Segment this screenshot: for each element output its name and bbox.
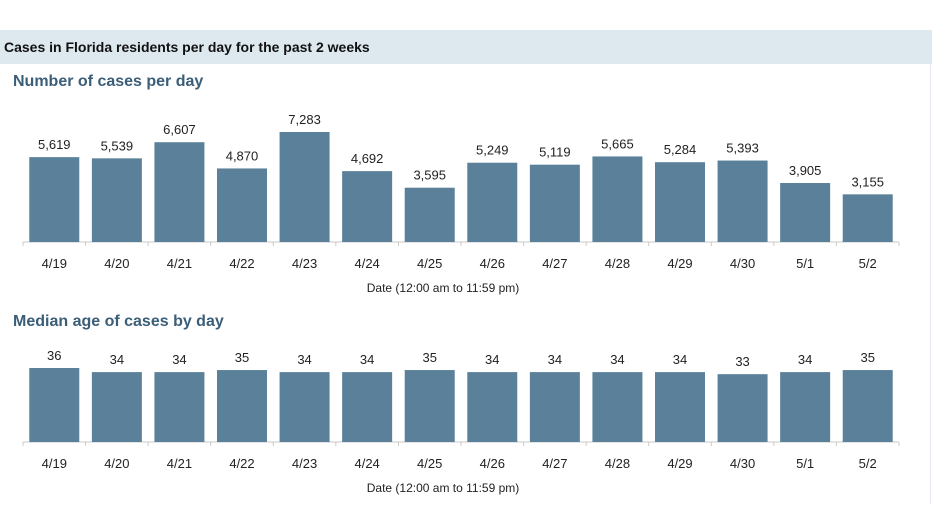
- x-tick-label: 4/24: [354, 256, 379, 271]
- bar-value-label: 35: [235, 350, 249, 365]
- bar-value-label: 34: [485, 352, 499, 367]
- median-age-chart: 36 4/19 34 4/20 34 4/21 35 4/22 34 4/23 34 4/24 35 4/…: [22, 348, 900, 495]
- bar: [217, 168, 267, 242]
- x-tick-label: 4/24: [354, 456, 379, 471]
- bar: [91, 158, 142, 242]
- x-tick-label: 5/1: [796, 456, 814, 471]
- bar: [217, 370, 267, 442]
- bar: [404, 187, 455, 242]
- x-tick-label: 4/23: [292, 256, 317, 271]
- bar-value-label: 5,619: [38, 137, 71, 152]
- x-tick-label: 4/27: [542, 256, 567, 271]
- bar: [717, 160, 768, 242]
- x-tick-label: 4/29: [667, 456, 692, 471]
- bar: [154, 142, 205, 242]
- bar: [780, 183, 831, 242]
- page-title: Cases in Florida residents per day for t…: [4, 39, 370, 55]
- x-tick-label: 4/21: [167, 456, 192, 471]
- bar: [342, 372, 393, 442]
- bar-value-label: 34: [610, 352, 624, 367]
- bar-value-label: 5,284: [664, 142, 697, 157]
- bar-value-label: 5,665: [601, 136, 634, 151]
- x-tick-label: 4/19: [42, 256, 67, 271]
- bar-value-label: 5,119: [539, 145, 571, 160]
- bar: [279, 372, 330, 442]
- x-tick-label: 5/1: [796, 256, 814, 271]
- x-tick-label: 5/2: [859, 256, 877, 271]
- x-tick-label: 4/29: [667, 256, 692, 271]
- bar: [592, 372, 643, 442]
- bar-value-label: 3,155: [851, 174, 884, 189]
- median-age-chart-title: Median age of cases by day: [13, 313, 224, 330]
- bar: [154, 372, 205, 442]
- x-axis-title: Date (12:00 am to 11:59 pm): [367, 481, 520, 495]
- x-tick-label: 4/26: [480, 456, 505, 471]
- x-tick-label: 4/30: [730, 456, 755, 471]
- x-tick-label: 4/25: [417, 256, 442, 271]
- bar: [404, 370, 455, 442]
- x-tick-label: 4/21: [167, 256, 192, 271]
- bar-value-label: 34: [548, 352, 562, 367]
- x-tick-label: 4/22: [229, 256, 254, 271]
- x-tick-label: 4/25: [417, 456, 442, 471]
- bar-value-label: 6,607: [163, 122, 196, 137]
- x-tick-label: 4/20: [104, 456, 129, 471]
- bar-value-label: 5,249: [476, 143, 509, 158]
- bar: [780, 372, 831, 442]
- bar: [29, 368, 80, 442]
- x-tick-label: 4/30: [730, 256, 755, 271]
- x-tick-label: 4/28: [605, 256, 630, 271]
- bar: [29, 157, 80, 242]
- bar-value-label: 3,595: [413, 168, 446, 183]
- bar: [467, 162, 518, 242]
- bar: [342, 171, 393, 242]
- bar-value-label: 34: [110, 352, 124, 367]
- x-axis-title: Date (12:00 am to 11:59 pm): [367, 281, 520, 295]
- bar-value-label: 4,870: [226, 148, 259, 163]
- bar: [655, 162, 705, 242]
- bar-value-label: 35: [422, 350, 436, 365]
- bar-value-label: 34: [798, 352, 812, 367]
- bar: [842, 370, 893, 442]
- bar-value-label: 33: [735, 354, 749, 369]
- bar-value-label: 34: [172, 352, 186, 367]
- x-tick-label: 4/28: [605, 456, 630, 471]
- x-tick-label: 5/2: [859, 456, 877, 471]
- bar: [717, 374, 768, 442]
- bar-value-label: 35: [860, 350, 874, 365]
- bar: [655, 372, 705, 442]
- bar: [529, 164, 580, 242]
- bar-value-label: 34: [673, 352, 687, 367]
- bar: [592, 156, 643, 242]
- bar: [842, 194, 893, 242]
- panel-border: [930, 64, 931, 504]
- bar-value-label: 5,539: [101, 138, 134, 153]
- x-tick-label: 4/26: [480, 256, 505, 271]
- bar: [467, 372, 518, 442]
- bar: [91, 372, 142, 442]
- x-tick-label: 4/23: [292, 456, 317, 471]
- header-band: [0, 30, 932, 64]
- cases-per-day-chart: 5,619 4/19 5,539 4/20 6,607 4/21 4,870 4/22 7,28…: [22, 112, 900, 295]
- bar-value-label: 5,393: [726, 141, 759, 156]
- x-tick-label: 4/27: [542, 456, 567, 471]
- bar-value-label: 4,692: [351, 151, 384, 166]
- x-tick-label: 4/20: [104, 256, 129, 271]
- x-tick-label: 4/22: [229, 456, 254, 471]
- bar-value-label: 7,283: [288, 112, 321, 127]
- bar-value-label: 36: [47, 348, 61, 363]
- bar-value-label: 3,905: [789, 163, 822, 178]
- bar-value-label: 34: [360, 352, 374, 367]
- bar: [279, 132, 330, 242]
- cases-chart-title: Number of cases per day: [13, 73, 204, 90]
- bar: [529, 372, 580, 442]
- x-tick-label: 4/19: [42, 456, 67, 471]
- bar-value-label: 34: [297, 352, 311, 367]
